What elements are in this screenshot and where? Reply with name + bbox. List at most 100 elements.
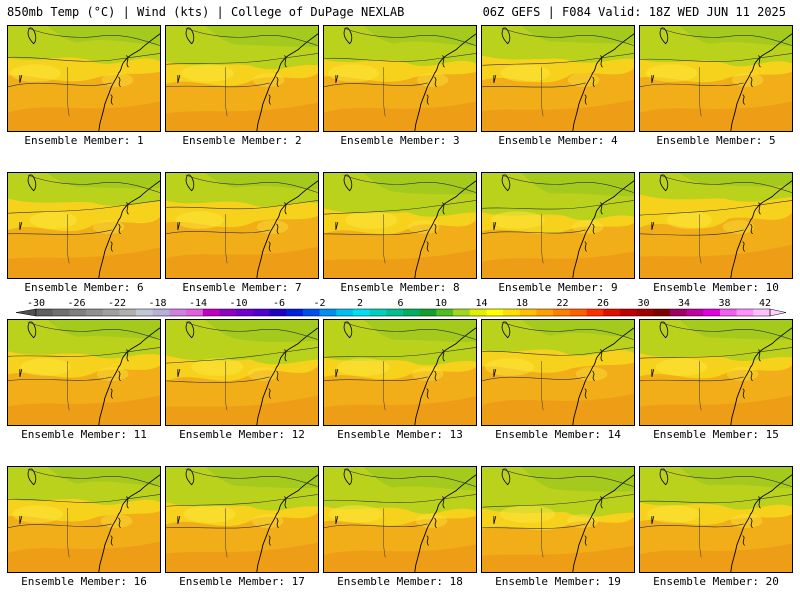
colorbar-tick-label: -2 — [313, 298, 325, 309]
colorbar-bin — [386, 309, 404, 316]
valid-time: 06Z GEFS | F084 Valid: 18Z WED JUN 11 20… — [482, 5, 786, 19]
member-caption-6: Ensemble Member: 6 — [24, 281, 144, 294]
member-map-16[interactable] — [7, 466, 161, 573]
colorbar-bin — [453, 309, 471, 316]
member-caption-4: Ensemble Member: 4 — [498, 134, 618, 147]
member-caption-1: Ensemble Member: 1 — [24, 134, 144, 147]
colorbar-bin — [586, 309, 604, 316]
colorbar-bin — [419, 309, 437, 316]
member-caption-18: Ensemble Member: 18 — [337, 575, 463, 588]
member-map-11[interactable] — [7, 319, 161, 426]
colorbar-bin — [186, 309, 204, 316]
member-map-3[interactable] — [323, 25, 477, 132]
member-caption-3: Ensemble Member: 3 — [340, 134, 460, 147]
colorbar-bin — [753, 309, 771, 316]
member-map-13[interactable] — [323, 319, 477, 426]
member-caption-16: Ensemble Member: 16 — [21, 575, 147, 588]
member-caption-17: Ensemble Member: 17 — [179, 575, 305, 588]
colorbar-tick-label: -14 — [189, 298, 207, 309]
member-map-6[interactable] — [7, 172, 161, 279]
colorbar-bin — [152, 309, 170, 316]
member-caption-15: Ensemble Member: 15 — [653, 428, 779, 441]
temperature-field — [8, 320, 160, 425]
colorbar-tick-label: 26 — [597, 298, 609, 309]
member-map-8[interactable] — [323, 172, 477, 279]
member-map-15[interactable] — [639, 319, 793, 426]
colorbar-bin — [519, 309, 537, 316]
member-map-2[interactable] — [165, 25, 319, 132]
colorbar-bin — [569, 309, 587, 316]
colorbar-border — [35, 308, 771, 317]
colorbar-bin — [336, 309, 354, 316]
colorbar-tick-label: 30 — [637, 298, 649, 309]
temperature-field — [8, 173, 160, 278]
member-map-20[interactable] — [639, 466, 793, 573]
temperature-field — [166, 173, 318, 278]
colorbar-svg: -30 -26 -22 -18 -14 -10 -6 -2 2 6 10 14 18 22 26 30 34 38… — [15, 298, 787, 317]
colorbar-bin — [403, 309, 421, 316]
member-map-14[interactable] — [481, 319, 635, 426]
colorbar-tick-label: 14 — [475, 298, 487, 309]
colorbar-bin — [69, 309, 87, 316]
colorbar-bin — [286, 309, 304, 316]
temperature-field — [8, 26, 160, 131]
member-caption-12: Ensemble Member: 12 — [179, 428, 305, 441]
colorbar-bin — [436, 309, 454, 316]
colorbar-bin — [86, 309, 104, 316]
colorbar-bin — [603, 309, 621, 316]
colorbar-tick-label: 22 — [556, 298, 568, 309]
temperature-field — [166, 26, 318, 131]
member-map-4[interactable] — [481, 25, 635, 132]
colorbar-bin — [653, 309, 671, 316]
colorbar-bin — [669, 309, 688, 316]
member-caption-13: Ensemble Member: 13 — [337, 428, 463, 441]
temperature-field — [640, 467, 792, 572]
colorbar-bin — [319, 309, 337, 316]
temperature-colorbar: -30 -26 -22 -18 -14 -10 -6 -2 2 6 10 14 18 22 26 30 34 38… — [0, 294, 800, 322]
temperature-field — [482, 173, 634, 278]
member-caption-20: Ensemble Member: 20 — [653, 575, 779, 588]
temperature-field — [482, 320, 634, 425]
member-map-19[interactable] — [481, 466, 635, 573]
member-map-12[interactable] — [165, 319, 319, 426]
member-map-7[interactable] — [165, 172, 319, 279]
colorbar-tick-label: 34 — [678, 298, 690, 309]
member-map-9[interactable] — [481, 172, 635, 279]
temperature-field — [482, 26, 634, 131]
member-map-1[interactable] — [7, 25, 161, 132]
colorbar-bin — [369, 309, 387, 316]
colorbar-low-arrow — [15, 308, 37, 317]
colorbar-tick-label: -10 — [229, 298, 247, 309]
colorbar-bin — [102, 309, 120, 316]
colorbar-bin — [636, 309, 654, 316]
colorbar-bin — [36, 309, 54, 316]
colorbar-bin — [503, 309, 521, 316]
temperature-field — [324, 173, 476, 278]
temperature-field — [324, 26, 476, 131]
colorbar-tick-label: -26 — [67, 298, 85, 309]
colorbar-bin — [736, 309, 754, 316]
colorbar-tick-label: 6 — [397, 298, 403, 309]
colorbar-bin — [619, 309, 638, 316]
colorbar-bin — [486, 309, 504, 316]
member-caption-9: Ensemble Member: 9 — [498, 281, 618, 294]
member-caption-7: Ensemble Member: 7 — [182, 281, 302, 294]
temperature-field — [482, 467, 634, 572]
member-map-5[interactable] — [639, 25, 793, 132]
colorbar-tick-label: 2 — [357, 298, 363, 309]
colorbar-bin — [703, 309, 721, 316]
temperature-field — [324, 467, 476, 572]
colorbar-tick-label: 42 — [759, 298, 771, 309]
colorbar-bin — [219, 309, 237, 316]
colorbar-high-arrow — [769, 308, 787, 317]
member-map-18[interactable] — [323, 466, 477, 573]
member-caption-19: Ensemble Member: 19 — [495, 575, 621, 588]
member-caption-8: Ensemble Member: 8 — [340, 281, 460, 294]
member-map-10[interactable] — [639, 172, 793, 279]
temperature-field — [640, 26, 792, 131]
temperature-field — [166, 467, 318, 572]
member-caption-2: Ensemble Member: 2 — [182, 134, 302, 147]
member-map-17[interactable] — [165, 466, 319, 573]
member-caption-10: Ensemble Member: 10 — [653, 281, 779, 294]
colorbar-bin — [52, 309, 70, 316]
